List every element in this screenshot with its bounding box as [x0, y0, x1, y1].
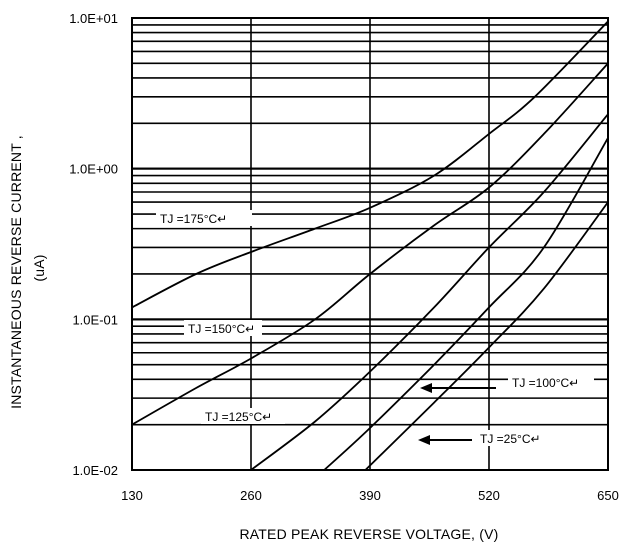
series-line-4: [364, 201, 608, 470]
x-tick-label: 390: [359, 488, 381, 503]
curve-labels: TJ =175°C↵ TJ =150°C↵ TJ =125°C↵ TJ =100°C↵…: [156, 210, 594, 446]
arrow-25c-head: [418, 435, 430, 445]
series-line-0: [132, 20, 608, 309]
curve-label-0: TJ =175°C↵: [160, 212, 227, 226]
x-tick-label: 260: [240, 488, 262, 503]
y-tick-label: 1.0E+00: [69, 162, 118, 177]
y-tick-label: 1.0E+01: [69, 11, 118, 26]
tick-labels: 130 260 390 520 650 1.0E-02 1.0E-01 1.0E+00 1.0E…: [69, 11, 619, 503]
arrow-100c-head: [420, 383, 432, 393]
grid: [131, 17, 609, 471]
series-line-3: [323, 137, 608, 470]
curve-label-bg: [476, 430, 558, 446]
curve-label-bg: [508, 374, 594, 390]
x-tick-label: 520: [478, 488, 500, 503]
y-tick-label: 1.0E-02: [72, 463, 118, 478]
y-tick-label: 1.0E-01: [72, 312, 118, 327]
curve-label-1: TJ =150°C↵: [188, 322, 255, 336]
plot-frame: [131, 17, 609, 471]
curve-label-2: TJ =125°C↵: [205, 410, 272, 424]
x-tick-label: 650: [597, 488, 619, 503]
y-axis-unit: (uA): [31, 254, 47, 281]
series-curves: [132, 20, 608, 470]
x-axis-title: RATED PEAK REVERSE VOLTAGE, (V): [239, 526, 498, 542]
series-line-1: [132, 62, 608, 426]
curve-label-bg: [156, 210, 252, 226]
series-line-2: [250, 113, 608, 470]
curve-label-bg: [201, 408, 285, 424]
curve-label-4: TJ =25°C↵: [480, 432, 541, 446]
y-axis-title: INSTANTANEOUS REVERSE CURRENT ,: [8, 135, 24, 409]
x-tick-label: 130: [121, 488, 143, 503]
curve-label-3: TJ =100°C↵: [512, 376, 579, 390]
curve-label-bg: [184, 320, 262, 336]
